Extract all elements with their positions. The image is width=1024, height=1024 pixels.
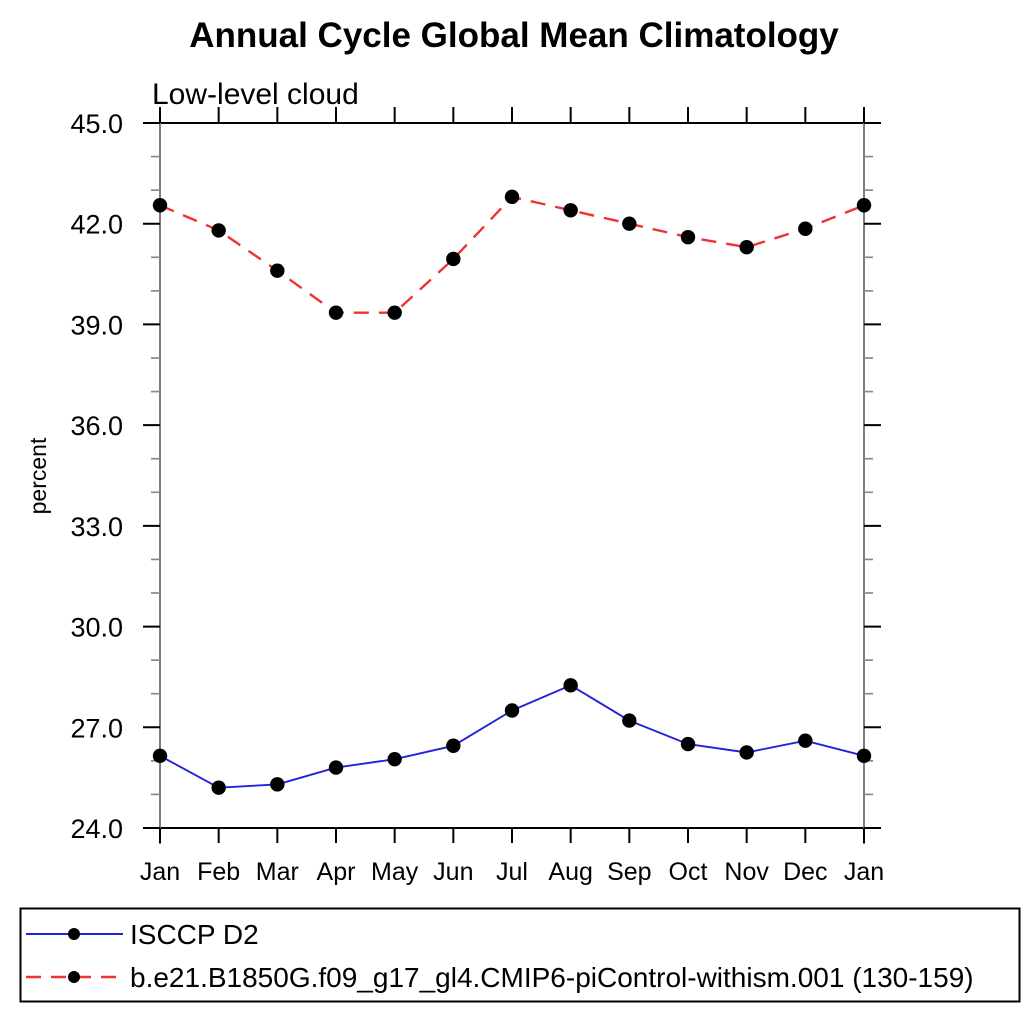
data-point-marker: [270, 777, 285, 792]
data-point-marker: [328, 760, 344, 775]
x-tick-label: Nov: [724, 858, 769, 886]
data-point-marker: [387, 751, 402, 767]
y-tick-label: 39.0: [70, 310, 123, 340]
data-point-marker: [680, 229, 696, 245]
series-line-1: [159, 195, 865, 314]
data-point-marker: [504, 703, 520, 718]
data-point-marker: [739, 745, 754, 760]
legend-marker-dot: [68, 928, 80, 940]
y-tick-label: 36.0: [70, 411, 123, 441]
data-point-marker: [504, 189, 520, 205]
legend-label: ISCCP D2: [130, 919, 259, 950]
data-point-marker: [798, 733, 813, 748]
x-tick-label: May: [371, 858, 419, 886]
y-axis-label: percent: [25, 437, 51, 514]
data-point-marker: [211, 780, 226, 795]
data-point-marker: [680, 736, 696, 752]
x-tick-label: Aug: [548, 858, 592, 886]
data-point-marker: [622, 216, 637, 231]
y-tick-labels: 24.0 27.0 30.0 33.0 36.0 39.0 42.0 45.0: [70, 109, 123, 844]
data-point-marker: [152, 198, 168, 213]
y-tick-label: 42.0: [70, 210, 123, 240]
data-point-marker: [328, 305, 344, 320]
legend-entry: ISCCP D2: [26, 919, 259, 950]
x-tick-labels: Jan Feb Mar Apr May Jun Jul Aug Sep Oct Nov Dec Jan: [140, 858, 884, 886]
chart-subtitle: Low-level cloud: [152, 78, 359, 111]
x-tick-label: Jan: [844, 858, 884, 886]
x-tick-label: Jun: [433, 858, 473, 886]
legend-entry: b.e21.B1850G.f09_g17_gl4.CMIP6-piControl…: [26, 962, 974, 993]
x-tick-label: Apr: [317, 858, 356, 886]
data-point-marker: [856, 198, 872, 213]
series-line-0: [159, 684, 865, 789]
data-point-marker: [446, 738, 461, 753]
data-point-marker: [798, 221, 813, 236]
y-tick-label: 24.0: [70, 814, 123, 844]
x-tick-label: Mar: [256, 858, 299, 886]
chart-title: Annual Cycle Global Mean Climatology: [189, 16, 839, 55]
data-point-marker: [387, 305, 402, 320]
legend-marker-dot: [68, 971, 80, 983]
data-point-marker: [563, 203, 578, 218]
legend-label: b.e21.B1850G.f09_g17_gl4.CMIP6-piControl…: [130, 962, 974, 993]
data-series: [152, 189, 872, 795]
y-tick-label: 30.0: [70, 613, 123, 643]
data-point-marker: [152, 748, 168, 764]
data-point-marker: [622, 713, 637, 728]
y-tick-label: 33.0: [70, 512, 123, 542]
x-tick-label: Dec: [783, 858, 827, 886]
x-tick-label: Feb: [197, 858, 240, 886]
data-point-marker: [856, 748, 872, 764]
legend-box: [19, 907, 1021, 1003]
axis-frame: [143, 107, 881, 844]
data-point-marker: [563, 678, 578, 693]
legend: ISCCP D2 b.e21.B1850G.f09_g17_gl4.CMIP6-…: [19, 907, 1021, 1003]
y-tick-label: 45.0: [70, 109, 123, 139]
x-tick-label: Sep: [607, 858, 651, 886]
data-point-marker: [446, 251, 461, 267]
x-tick-label: Jul: [496, 858, 528, 886]
data-point-marker: [739, 240, 754, 255]
y-tick-label: 27.0: [70, 713, 123, 743]
data-point-marker: [211, 223, 226, 238]
data-point-marker: [270, 263, 285, 278]
x-tick-label: Jan: [140, 858, 180, 886]
x-tick-label: Oct: [669, 858, 708, 886]
